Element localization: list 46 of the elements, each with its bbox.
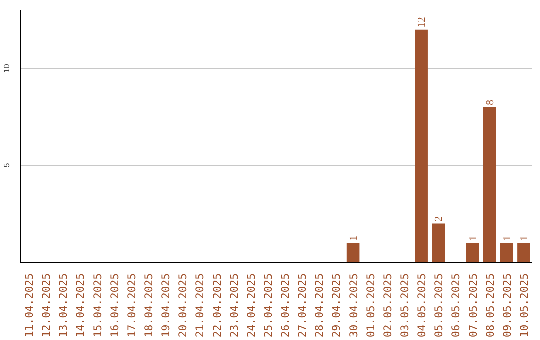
- x-tick-label: 04.05.2025: [416, 274, 429, 338]
- bar: [500, 243, 514, 262]
- bar: [415, 30, 428, 262]
- data-label: 1: [348, 236, 360, 242]
- x-tick-label: 29.04.2025: [330, 274, 344, 338]
- x-tick-label: 13.04.2025: [57, 274, 70, 338]
- x-tick-label: 28.04.2025: [313, 274, 326, 338]
- data-label: 1: [468, 236, 480, 242]
- x-tick-label: 11.04.2025: [23, 274, 36, 338]
- x-tick-label: 22.04.2025: [210, 274, 224, 338]
- y-tick-label: 5: [2, 162, 12, 168]
- x-tick-label: 03.05.2025: [398, 274, 412, 338]
- x-tick-label: 15.04.2025: [91, 274, 104, 338]
- x-tick-label: 27.04.2025: [296, 274, 310, 338]
- data-label: 1: [519, 236, 530, 242]
- x-tick-label: 12.04.2025: [40, 274, 54, 338]
- data-label: 12: [417, 17, 428, 28]
- x-tick-label: 08.05.2025: [484, 274, 497, 338]
- bar: [346, 243, 360, 262]
- bar: [518, 243, 530, 262]
- x-tick-label: 07.05.2025: [466, 274, 480, 338]
- x-tick-label: 23.04.2025: [228, 274, 241, 338]
- x-tick-label: 16.04.2025: [108, 274, 122, 338]
- x-tick-label: 01.05.2025: [364, 274, 378, 338]
- bar: [432, 224, 446, 262]
- x-tick-label: 24.04.2025: [244, 274, 258, 338]
- x-tick-label: 17.04.2025: [125, 274, 138, 338]
- x-tick-label: 25.04.2025: [262, 274, 275, 338]
- bar: [483, 107, 496, 262]
- x-tick-label: 18.04.2025: [142, 274, 156, 338]
- y-tick-label: 10: [2, 64, 12, 74]
- data-label: 1: [502, 236, 514, 242]
- data-label: 2: [434, 216, 446, 222]
- x-tick-label: 19.04.2025: [160, 274, 173, 338]
- x-tick-label: 10.05.2025: [518, 274, 531, 338]
- bar: [466, 243, 480, 262]
- x-tick-label: 21.04.2025: [194, 274, 207, 338]
- x-tick-label: 14.04.2025: [74, 274, 88, 338]
- x-tick-label: 30.04.2025: [347, 274, 360, 338]
- x-tick-label: 02.05.2025: [381, 274, 394, 338]
- x-tick-label: 09.05.2025: [500, 274, 514, 338]
- x-tick-label: 06.05.2025: [450, 274, 463, 338]
- x-tick-label: 05.05.2025: [432, 274, 446, 338]
- data-label: 8: [485, 100, 496, 106]
- x-tick-label: 20.04.2025: [176, 274, 190, 338]
- x-tick-label: 26.04.2025: [279, 274, 292, 338]
